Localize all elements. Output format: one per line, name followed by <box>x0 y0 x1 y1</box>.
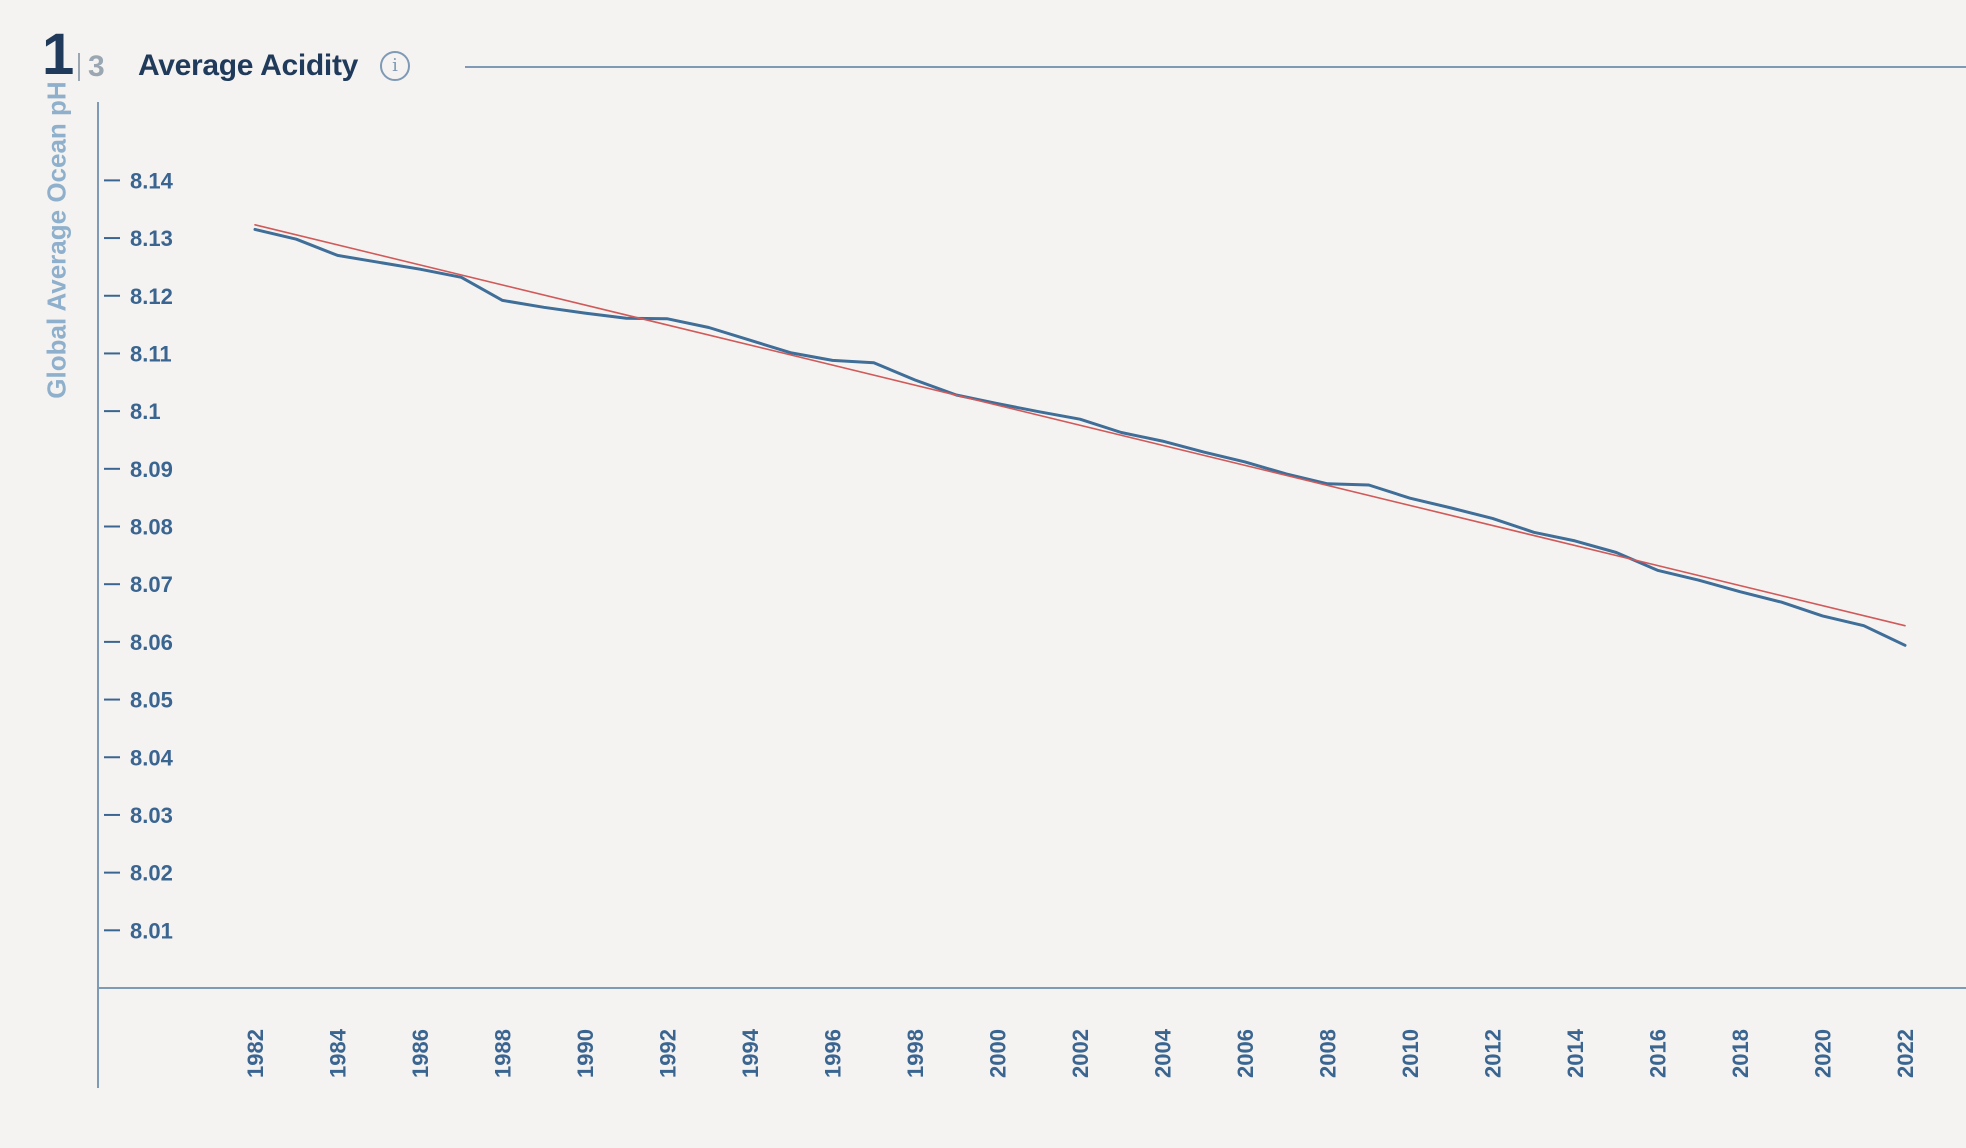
x-tick-label: 2008 <box>1316 1029 1341 1078</box>
x-tick-label: 2016 <box>1646 1029 1671 1078</box>
series-line-trend <box>254 224 1906 627</box>
y-tick-label: 8.04 <box>130 745 174 770</box>
x-tick-label: 1992 <box>656 1029 681 1078</box>
x-tick-label: 1994 <box>738 1028 763 1078</box>
x-tick-label: 2000 <box>986 1029 1011 1078</box>
x-tick-label: 1996 <box>821 1029 846 1078</box>
page-current-number: 1 <box>42 22 75 87</box>
header-rule <box>465 66 1966 68</box>
x-tick-label: 2002 <box>1068 1029 1093 1078</box>
y-tick-label: 8.12 <box>130 284 173 309</box>
x-tick-label: 2006 <box>1233 1029 1258 1078</box>
x-tick-label: 2014 <box>1563 1028 1588 1078</box>
x-tick-label: 1984 <box>326 1028 351 1078</box>
series-line-ph <box>253 227 1907 647</box>
x-tick-label: 2022 <box>1893 1029 1918 1078</box>
y-tick-label: 8.09 <box>130 457 173 482</box>
y-tick-label: 8.14 <box>130 168 174 193</box>
y-tick-label: 8.02 <box>130 861 173 886</box>
x-tick-label: 1988 <box>491 1029 516 1078</box>
y-tick-label: 8.05 <box>130 688 173 713</box>
x-tick-label: 2010 <box>1398 1029 1423 1078</box>
x-tick-label: 2012 <box>1481 1029 1506 1078</box>
x-tick-label: 2004 <box>1151 1028 1176 1078</box>
x-tick-label: 1982 <box>243 1029 268 1078</box>
info-icon[interactable]: i <box>380 51 410 81</box>
x-tick-label: 1998 <box>903 1029 928 1078</box>
x-tick-label: 2020 <box>1811 1029 1836 1078</box>
y-tick-label: 8.11 <box>130 341 172 366</box>
x-tick-label: 1990 <box>573 1029 598 1078</box>
y-tick-label: 8.06 <box>130 630 173 655</box>
chart-header: 1 3 Average Acidity i <box>0 0 1966 110</box>
x-tick-label: 2018 <box>1728 1029 1753 1078</box>
y-tick-label: 8.07 <box>130 572 173 597</box>
x-tick-label: 1986 <box>408 1029 433 1078</box>
page-total-number: 3 <box>88 50 105 83</box>
y-tick-label: 8.01 <box>130 918 173 943</box>
y-tick-label: 8.13 <box>130 226 173 251</box>
y-tick-label: 8.03 <box>130 803 173 828</box>
page-separator <box>78 53 80 81</box>
chart-title: Average Acidity <box>138 49 359 82</box>
y-tick-label: 8.08 <box>130 515 173 540</box>
y-tick-label: 8.1 <box>130 399 161 424</box>
